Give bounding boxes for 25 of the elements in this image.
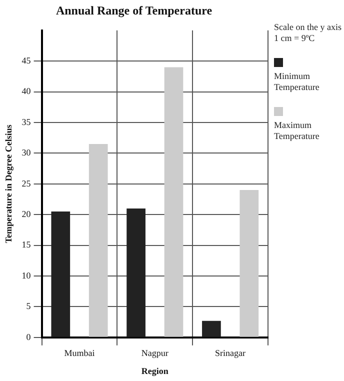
bar bbox=[202, 320, 221, 337]
y-tick-label: 40 bbox=[22, 86, 32, 96]
x-tick-label: Srinagar bbox=[215, 348, 246, 358]
y-tick-label: 45 bbox=[22, 55, 32, 66]
bar bbox=[126, 208, 146, 337]
x-tick-label: Mumbai bbox=[64, 348, 96, 358]
y-tick-label: 5 bbox=[26, 301, 32, 312]
y-tick-label: 20 bbox=[22, 208, 32, 219]
bar bbox=[51, 212, 70, 337]
bar bbox=[240, 190, 259, 337]
y-tick-label: 10 bbox=[22, 270, 32, 280]
y-tick-label: 15 bbox=[22, 240, 32, 250]
bar bbox=[164, 67, 184, 337]
chart-title: Annual Range of Temperature bbox=[56, 3, 213, 18]
y-tick-label: 0 bbox=[26, 332, 32, 342]
y-tick-label: 25 bbox=[22, 178, 32, 188]
x-tick-label: Nagpur bbox=[141, 348, 168, 358]
legend-label: Minimum Temperature bbox=[274, 71, 320, 93]
x-axis-title: Region bbox=[141, 366, 168, 376]
y-axis-title: Temperature in Degree Celsius bbox=[4, 124, 14, 244]
text: Scale on the y axis 1 cm = 9ºC bbox=[274, 22, 342, 44]
y-tick-label: 35 bbox=[22, 116, 32, 127]
legend-label: Maximum Temperature bbox=[274, 120, 320, 142]
bar bbox=[88, 144, 108, 337]
y-tick-label: 30 bbox=[22, 148, 32, 158]
